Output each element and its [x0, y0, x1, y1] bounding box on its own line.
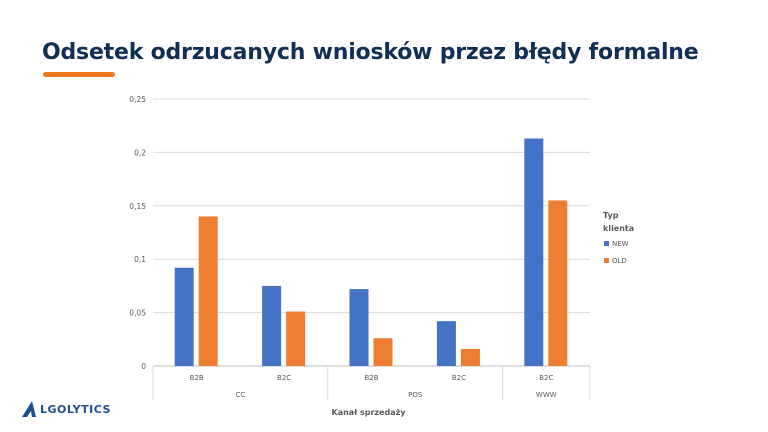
x-tick-label: B2B: [364, 374, 378, 382]
x-tick-label: B2C: [539, 374, 553, 382]
x-tick-label: B2B: [190, 374, 204, 382]
y-tick-label: 0,05: [129, 309, 146, 318]
legend-label: NEW: [612, 240, 629, 248]
bar-old-pos-b2b: [373, 338, 393, 366]
legend-title: klienta: [603, 224, 634, 233]
x-tick-label: B2C: [277, 374, 291, 382]
y-tick-label: 0,25: [129, 95, 146, 104]
group-label: WWW: [536, 391, 557, 399]
bar-new-pos-b2c: [436, 321, 456, 366]
algolytics-logo: LGOLYTICS: [20, 400, 111, 418]
logo-text: LGOLYTICS: [40, 402, 111, 416]
legend-swatch-old: [604, 258, 609, 263]
y-tick-label: 0,2: [134, 148, 146, 157]
bar-old-www-b2c: [548, 200, 568, 366]
x-axis-title: Kanał sprzedaży: [332, 408, 407, 417]
bar-new-www-b2c: [524, 138, 544, 366]
bar-old-cc-b2c: [286, 311, 306, 366]
x-tick-label: B2C: [452, 374, 466, 382]
bar-new-cc-b2b: [174, 267, 194, 366]
bar-new-cc-b2c: [262, 285, 282, 366]
bar-old-pos-b2c: [460, 348, 480, 366]
legend-swatch-new: [604, 241, 609, 246]
group-label: CC: [236, 391, 246, 399]
legend-title: Typ: [603, 211, 619, 220]
page-title: Odsetek odrzucanych wniosków przez błędy…: [42, 40, 699, 65]
group-label: POS: [408, 391, 423, 399]
bar-new-pos-b2b: [349, 289, 369, 366]
logo-a-icon: [22, 401, 36, 417]
y-tick-label: 0: [141, 362, 146, 371]
y-tick-label: 0,15: [129, 202, 146, 211]
title-underline: [43, 72, 115, 77]
bar-old-cc-b2b: [198, 216, 218, 366]
y-tick-label: 0,1: [134, 255, 146, 264]
legend-label: OLD: [612, 257, 627, 265]
